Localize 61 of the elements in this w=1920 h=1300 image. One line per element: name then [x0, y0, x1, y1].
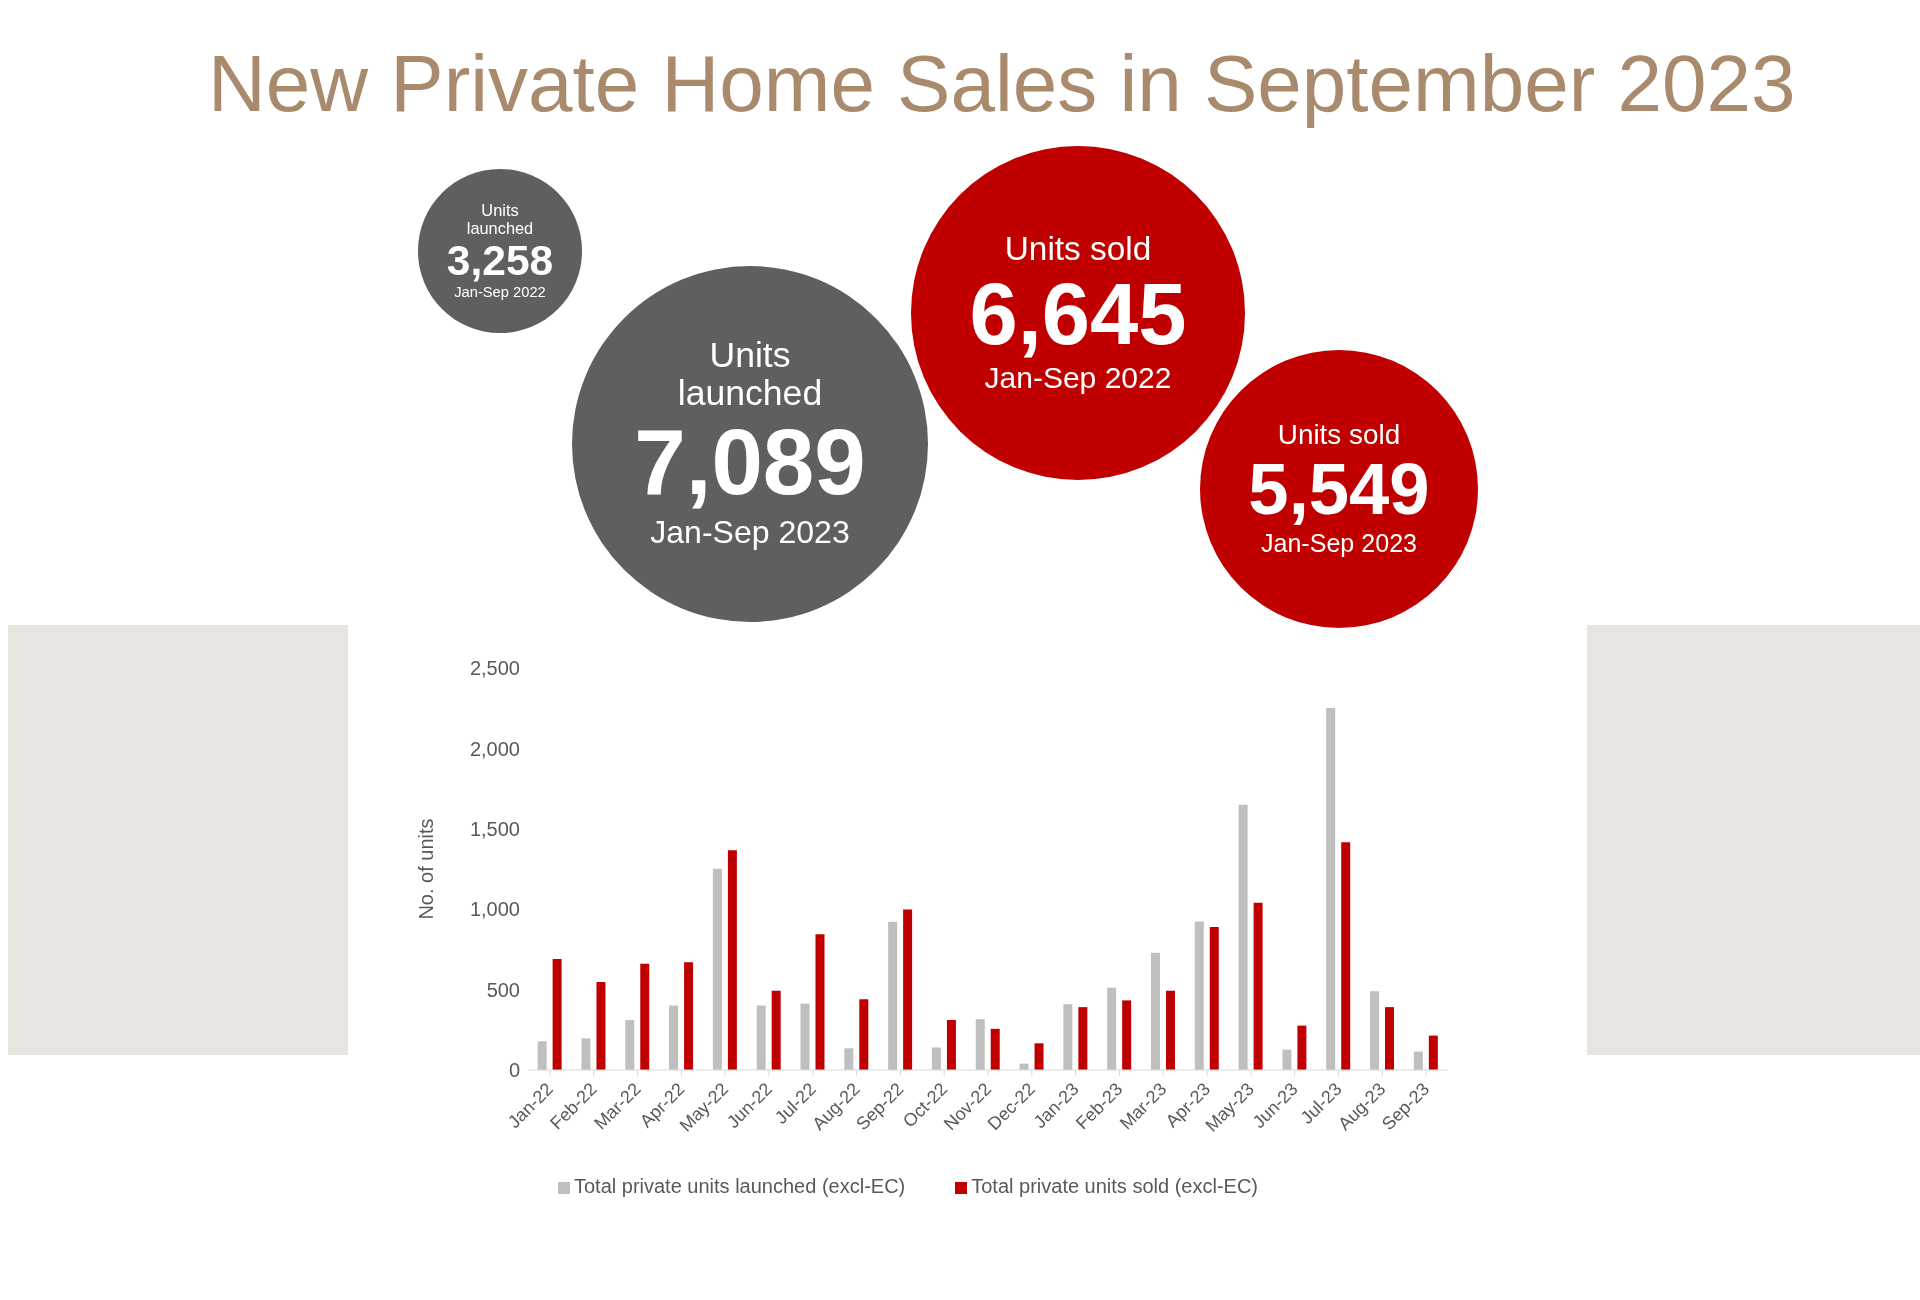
y-tick-label: 2,500 [469, 657, 520, 680]
legend-label: Total private units launched (excl-EC) [573, 1175, 906, 1197]
bar [1107, 987, 1117, 1070]
bar [625, 1020, 635, 1070]
bar [1238, 804, 1248, 1070]
bar [1122, 1000, 1132, 1070]
bar [931, 1047, 941, 1070]
bar [771, 990, 781, 1070]
bar [1209, 926, 1219, 1070]
bar [1413, 1051, 1423, 1070]
data-label: 3,258 [446, 235, 554, 284]
y-tick-label: 1,000 [469, 898, 520, 921]
bar [669, 1005, 679, 1070]
bar [903, 909, 913, 1070]
bar [844, 1048, 854, 1070]
bar [946, 1019, 956, 1070]
bar [1341, 842, 1351, 1070]
data-label: 5,549 [1248, 448, 1430, 530]
text: Jan-Sep 2022 [454, 283, 546, 300]
bar [1034, 1043, 1044, 1070]
bar [537, 1041, 547, 1070]
bar [581, 1038, 591, 1070]
bar [1150, 952, 1160, 1070]
bar [1385, 1007, 1395, 1070]
category-label: Units sold [1276, 419, 1402, 451]
bar [1165, 990, 1175, 1070]
text: Jan-Sep 2023 [1260, 528, 1418, 558]
bar [640, 963, 650, 1070]
bar [727, 850, 737, 1070]
bar [1282, 1049, 1292, 1070]
bar [712, 868, 722, 1070]
bar [800, 1003, 810, 1070]
bar [1428, 1035, 1438, 1070]
y-axis-title: No. of units [415, 818, 438, 920]
bar [1194, 921, 1204, 1070]
text: Jan-Sep 2022 [984, 361, 1172, 396]
y-tick-label: 1,500 [469, 817, 520, 840]
category-label: Units launched [465, 201, 535, 237]
bar [756, 1005, 766, 1070]
bar [1253, 902, 1263, 1070]
bar [1326, 708, 1336, 1070]
text: Jan-Sep 2023 [650, 513, 850, 551]
bar [596, 981, 606, 1070]
y-tick-label: 2,000 [469, 737, 520, 760]
legend-label: Total private units sold (excl-EC) [971, 1175, 1259, 1197]
bar [975, 1019, 985, 1070]
bar [1370, 991, 1380, 1070]
bar [990, 1028, 1000, 1070]
data-label: 6,645 [969, 264, 1187, 362]
bar [1297, 1025, 1307, 1070]
bar [684, 962, 694, 1070]
bar [1063, 1004, 1073, 1070]
y-tick-label: 0 [508, 1059, 520, 1082]
bar [888, 921, 898, 1070]
y-tick-label: 500 [486, 978, 520, 1001]
text: New Private Home Sales in September 2023 [208, 38, 1796, 130]
bar [859, 999, 869, 1070]
bar [552, 959, 562, 1070]
bar [1078, 1007, 1088, 1070]
bar [815, 934, 825, 1070]
category-label: Units sold [1003, 229, 1153, 267]
